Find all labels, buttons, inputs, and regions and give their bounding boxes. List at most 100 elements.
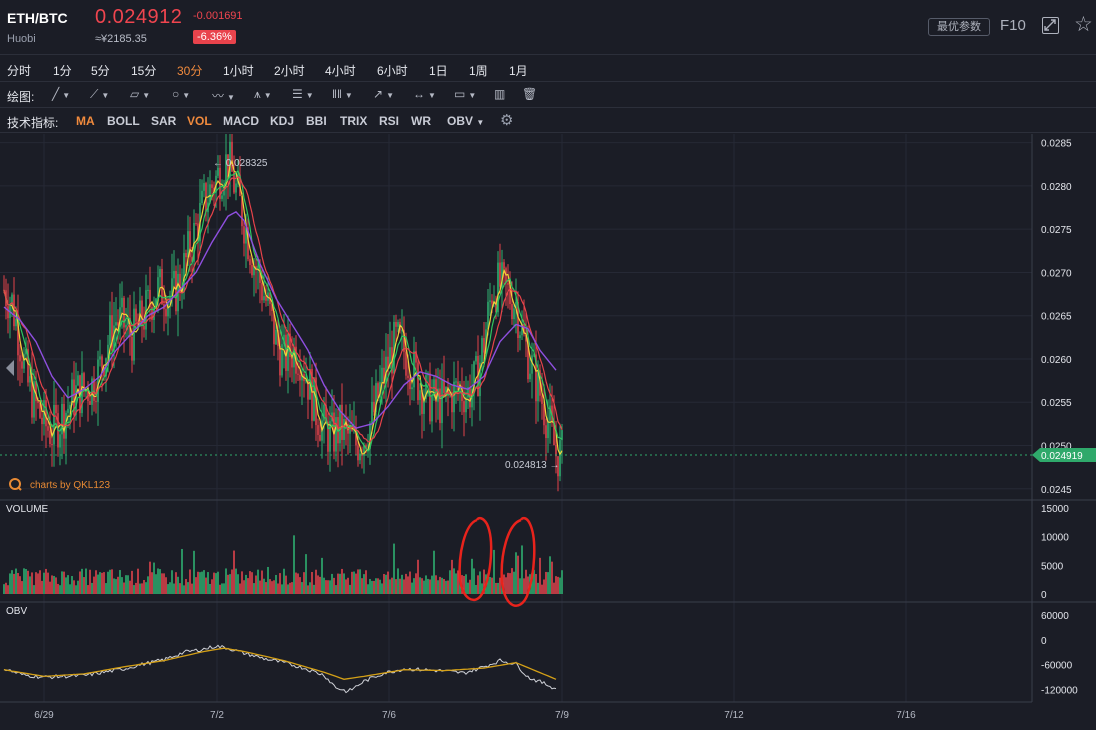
volume-bar (203, 570, 205, 594)
scroll-left-icon[interactable] (6, 360, 14, 376)
candle-body (225, 154, 227, 188)
volume-tick-label: 10000 (1041, 533, 1069, 544)
indicator-boll[interactable]: BOLL (107, 114, 140, 128)
candle-body (553, 420, 555, 446)
volume-bar (403, 579, 405, 594)
indicator-ma[interactable]: MA (76, 114, 95, 128)
candle-body (423, 398, 425, 414)
interval-tab[interactable]: 2小时 (274, 64, 305, 78)
indicator-vol[interactable]: VOL (187, 114, 212, 128)
best-params-button[interactable]: 最优参数 (928, 18, 990, 36)
interval-tab[interactable]: 5分 (91, 64, 110, 78)
volume-bar (557, 576, 559, 594)
interval-tab[interactable]: 4小时 (325, 64, 356, 78)
gear-icon[interactable]: ⚙ (500, 112, 514, 129)
line-tool-icon[interactable]: ╱ ▼ (52, 87, 71, 101)
ray-tool-icon[interactable]: ⟋ ▼ (90, 87, 110, 101)
candle-body (25, 348, 27, 355)
arrow-tool-icon[interactable]: ↗ ▼ (373, 87, 394, 101)
wave-tool-icon[interactable]: 〰 ▼ (212, 89, 235, 103)
interval-tab[interactable]: 分时 (7, 64, 32, 78)
volume-bar (477, 575, 479, 594)
candle-body (247, 227, 249, 260)
volume-bars (3, 535, 563, 594)
volume-bar (333, 577, 335, 594)
candle-body (75, 385, 77, 415)
price-change: -0.001691 (193, 10, 243, 22)
candle-body (49, 430, 51, 445)
volume-bar (389, 579, 391, 594)
candle-body (93, 378, 95, 401)
indicator-sar[interactable]: SAR (151, 114, 177, 128)
volume-bar (245, 574, 247, 594)
candle-body (127, 317, 129, 325)
candle-body (119, 307, 121, 326)
measure-tool-icon[interactable]: ↔ ▼ (413, 87, 436, 101)
volume-bar (105, 583, 107, 594)
volume-bar (503, 574, 505, 594)
annotation-tool-icon[interactable]: ▭ ▼ (454, 87, 477, 101)
interval-tab[interactable]: 6小时 (377, 64, 408, 78)
gann-tool-icon[interactable]: ‖‖ ▼ (332, 87, 353, 101)
volume-bar (315, 569, 317, 594)
candle-body (529, 373, 531, 380)
indicator-wr[interactable]: WR (411, 114, 431, 128)
pair-title[interactable]: ETH/BTC (7, 10, 68, 26)
shape-tool-icon[interactable]: ○ ▼ (172, 87, 191, 101)
volume-bar (177, 576, 179, 594)
candle-body (35, 381, 37, 402)
candle-body (153, 307, 155, 320)
candle-body (379, 382, 381, 398)
interval-tab[interactable]: 1小时 (223, 64, 254, 78)
volume-bar (525, 569, 527, 594)
indicator-obv[interactable]: OBV ▼ (447, 114, 485, 128)
volume-bar (497, 582, 499, 594)
candle-body (417, 362, 419, 401)
volume-tick-label: 0 (1041, 590, 1047, 601)
interval-tab[interactable]: 1周 (469, 64, 488, 78)
volume-bar (253, 583, 255, 594)
candle-body (281, 344, 283, 376)
interval-tab[interactable]: 1分 (53, 64, 72, 78)
indicator-trix[interactable]: TRIX (340, 114, 368, 128)
interval-tab[interactable]: 15分 (131, 64, 157, 78)
volume-bar (3, 584, 5, 594)
candle-body (397, 322, 399, 327)
volume-bar (37, 573, 39, 594)
volume-bar (273, 580, 275, 594)
indicator-macd[interactable]: MACD (223, 114, 259, 128)
volume-bar (381, 583, 383, 594)
indicator-kdj[interactable]: KDJ (270, 114, 295, 128)
candle-body (289, 333, 291, 357)
f10-button[interactable]: F10 (1000, 17, 1026, 34)
candle-body (63, 403, 65, 439)
indicator-bbi[interactable]: BBI (306, 114, 327, 128)
volume-bar (229, 574, 231, 594)
channel-tool-icon[interactable]: ▱ ▼ (130, 87, 151, 101)
indicator-rsi[interactable]: RSI (379, 114, 400, 128)
volume-bar (427, 578, 429, 594)
obv-ma-line (3, 647, 557, 680)
volume-bar (313, 584, 315, 594)
volume-bar (183, 585, 185, 594)
candle-body (551, 405, 553, 421)
interval-tab-active[interactable]: 30分 (177, 64, 203, 78)
interval-tab[interactable]: 1日 (429, 64, 448, 78)
expand-icon[interactable] (1042, 17, 1059, 34)
chart-area[interactable]: 0.0285 0.0280 0.0275 0.0270 0.0265 0.0260 0.02… (0, 134, 1096, 730)
volume-bar (455, 573, 457, 594)
candle-body (557, 456, 559, 477)
candle-body (117, 322, 119, 326)
volume-bar (385, 574, 387, 594)
volume-bar (283, 568, 285, 594)
candle-body (381, 367, 383, 383)
star-icon[interactable]: ☆ (1074, 13, 1093, 36)
candle-body (473, 361, 475, 389)
trash-icon[interactable]: 🗑 (522, 87, 538, 101)
candles-icon[interactable]: ▥ (494, 87, 506, 101)
interval-tab[interactable]: 1月 (509, 64, 528, 78)
chart-svg[interactable]: 0.0285 0.0280 0.0275 0.0270 0.0265 0.0260 0.02… (0, 134, 1096, 730)
pattern-tool-icon[interactable]: ⩚ ▼ (254, 87, 272, 101)
volume-bar (187, 582, 189, 594)
fib-tool-icon[interactable]: ☰ ▼ (292, 87, 314, 101)
